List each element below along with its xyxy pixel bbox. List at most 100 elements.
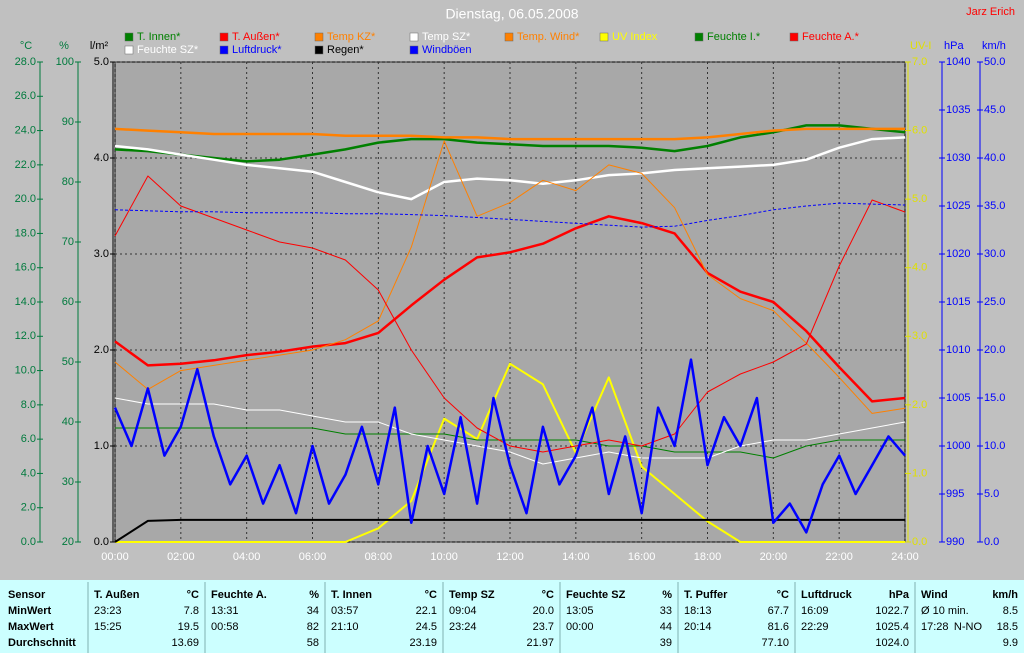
y-tick-label: 30 bbox=[62, 476, 74, 488]
y-tick-label: 4.0 bbox=[94, 152, 109, 164]
table-cell: 58 bbox=[307, 637, 319, 649]
x-tick-label: 10:00 bbox=[430, 551, 458, 563]
y-tick-label: 2.0 bbox=[912, 399, 927, 411]
y-tick-label: 80 bbox=[62, 176, 74, 188]
table-cell: 34 bbox=[307, 605, 319, 617]
column-unit: °C bbox=[542, 589, 554, 601]
column-unit: % bbox=[309, 589, 319, 601]
legend-label: Feuchte A.* bbox=[802, 31, 860, 43]
y-tick-label: 20.0 bbox=[984, 344, 1005, 356]
y-tick-label: 0.0 bbox=[21, 536, 36, 548]
axis-unit: hPa bbox=[944, 40, 964, 52]
column-unit: % bbox=[662, 589, 672, 601]
table-cell: 1022.7 bbox=[875, 605, 909, 617]
axis-unit: °C bbox=[20, 40, 32, 52]
y-tick-label: 4.0 bbox=[21, 467, 36, 479]
legend-label: T. Außen* bbox=[232, 31, 280, 43]
table-cell: 13:05 bbox=[566, 605, 594, 617]
column-unit: °C bbox=[425, 589, 437, 601]
legend-swatch bbox=[504, 32, 514, 42]
series-line bbox=[114, 202, 906, 228]
y-tick-label: 4.0 bbox=[912, 262, 927, 274]
legend-swatch bbox=[599, 32, 609, 42]
legend-swatch bbox=[314, 45, 324, 55]
y-tick-label: 1010 bbox=[946, 344, 970, 356]
x-tick-label: 02:00 bbox=[167, 551, 195, 563]
y-tick-label: 50 bbox=[62, 356, 74, 368]
y-tick-label: 8.0 bbox=[21, 399, 36, 411]
table-cell: 33 bbox=[660, 605, 672, 617]
table-cell: 1025.4 bbox=[875, 621, 909, 633]
table-cell: 03:57 bbox=[331, 605, 359, 617]
table-cell: 23:24 bbox=[449, 621, 477, 633]
column-name: T. Außen bbox=[94, 589, 140, 601]
y-tick-label: 16.0 bbox=[15, 262, 36, 274]
column-name: Luftdruck bbox=[801, 589, 853, 601]
y-tick-label: 1.0 bbox=[912, 467, 927, 479]
table-header: Sensor bbox=[8, 589, 46, 601]
table-cell: 77.10 bbox=[761, 637, 789, 649]
table-cell: 20.0 bbox=[533, 605, 554, 617]
y-tick-label: 5.0 bbox=[94, 56, 109, 68]
y-tick-label: 5.0 bbox=[912, 193, 927, 205]
y-tick-label: 990 bbox=[946, 536, 964, 548]
series-line bbox=[114, 127, 905, 141]
legend-swatch bbox=[219, 32, 229, 42]
x-tick-label: 18:00 bbox=[694, 551, 722, 563]
table-cell: 82 bbox=[307, 621, 319, 633]
column-name: Feuchte SZ bbox=[566, 589, 626, 601]
series-line bbox=[113, 358, 906, 534]
table-cell: 09:04 bbox=[449, 605, 477, 617]
y-tick-label: 10.0 bbox=[15, 364, 36, 376]
series-line bbox=[114, 140, 906, 414]
y-tick-label: 40.0 bbox=[984, 152, 1005, 164]
column-name: Feuchte A. bbox=[211, 589, 267, 601]
y-tick-label: 100 bbox=[56, 56, 74, 68]
series-line bbox=[114, 175, 906, 453]
y-tick-label: 60 bbox=[62, 296, 74, 308]
legend-label: Feuchte SZ* bbox=[137, 44, 199, 56]
legend-label: Temp SZ* bbox=[422, 31, 471, 43]
table-cell: 67.7 bbox=[768, 605, 789, 617]
y-tick-label: 20.0 bbox=[15, 193, 36, 205]
table-cell: 81.6 bbox=[768, 621, 789, 633]
y-tick-label: 3.0 bbox=[94, 248, 109, 260]
y-tick-label: 5.0 bbox=[984, 488, 999, 500]
table-cell: 00:58 bbox=[211, 621, 239, 633]
y-tick-label: 12.0 bbox=[15, 330, 36, 342]
y-tick-label: 1040 bbox=[946, 56, 970, 68]
axis-unit: km/h bbox=[982, 40, 1006, 52]
table-cell: 23.19 bbox=[409, 637, 437, 649]
y-tick-label: 70 bbox=[62, 236, 74, 248]
legend-label: UV Index bbox=[612, 31, 658, 43]
y-tick-label: 7.0 bbox=[912, 56, 927, 68]
y-tick-label: 6.0 bbox=[912, 124, 927, 136]
chart-title: Dienstag, 06.05.2008 bbox=[445, 6, 578, 22]
y-tick-label: 18.0 bbox=[15, 227, 36, 239]
x-tick-label: 24:00 bbox=[891, 551, 919, 563]
table-cell: 13.69 bbox=[171, 637, 199, 649]
y-tick-label: 40 bbox=[62, 416, 74, 428]
y-tick-label: 35.0 bbox=[984, 200, 1005, 212]
x-tick-label: 12:00 bbox=[496, 551, 524, 563]
series-line bbox=[114, 397, 906, 465]
table-cell: 18:13 bbox=[684, 605, 712, 617]
author: Jarz Erich bbox=[966, 6, 1015, 18]
y-tick-label: 24.0 bbox=[15, 124, 36, 136]
y-tick-label: 1000 bbox=[946, 440, 970, 452]
y-tick-label: 45.0 bbox=[984, 104, 1005, 116]
y-tick-label: 0.0 bbox=[912, 536, 927, 548]
series-line bbox=[114, 215, 906, 403]
series-line bbox=[115, 362, 905, 543]
column-unit: °C bbox=[187, 589, 199, 601]
y-tick-label: 20 bbox=[62, 536, 74, 548]
series-line bbox=[114, 124, 906, 163]
column-unit: °C bbox=[777, 589, 789, 601]
column-unit: hPa bbox=[889, 589, 910, 601]
legend-swatch bbox=[409, 45, 419, 55]
row-label: MinWert bbox=[8, 605, 52, 617]
legend-swatch bbox=[314, 32, 324, 42]
y-tick-label: 1005 bbox=[946, 392, 970, 404]
y-tick-label: 6.0 bbox=[21, 433, 36, 445]
legend-label: Regen* bbox=[327, 44, 364, 56]
